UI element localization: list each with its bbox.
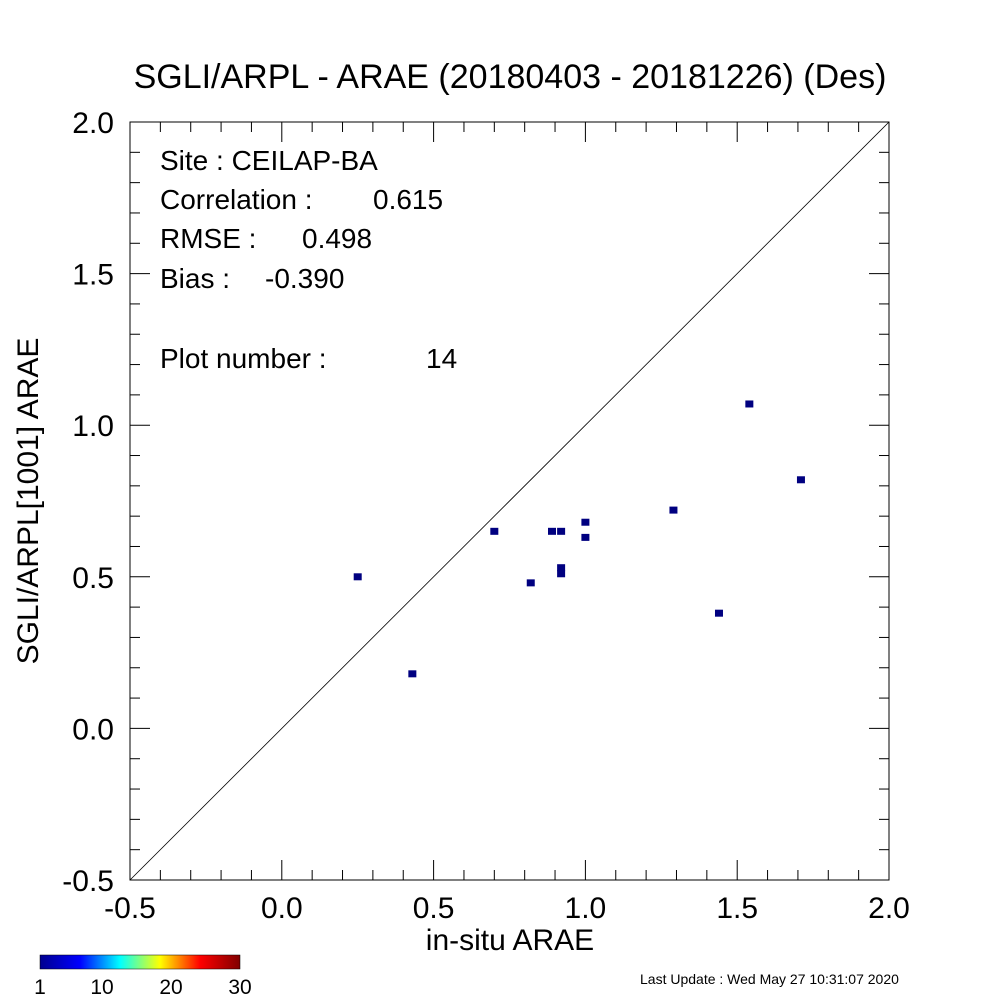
colorbar-tick-label: 20 bbox=[159, 976, 182, 999]
y-tick-label: 1.5 bbox=[72, 259, 114, 292]
x-tick-labels: -0.5 0.0 0.5 1.0 1.5 2.0 bbox=[104, 892, 910, 925]
rmse-label: RMSE : bbox=[160, 223, 256, 254]
minor-ticks bbox=[130, 122, 889, 880]
x-tick-label: 0.5 bbox=[413, 892, 455, 925]
major-ticks bbox=[129, 121, 890, 881]
y-tick-label: -0.5 bbox=[62, 865, 114, 898]
correlation-label: Correlation : bbox=[160, 184, 313, 215]
y-tick-label: 1.0 bbox=[72, 410, 114, 443]
x-tick-label: 2.0 bbox=[868, 892, 910, 925]
data-point bbox=[526, 579, 535, 587]
plot-frame bbox=[129, 121, 890, 881]
site-annotation: Site : CEILAP-BA bbox=[160, 145, 378, 176]
data-point bbox=[353, 573, 362, 581]
data-point bbox=[796, 476, 805, 484]
plot-number-value: 14 bbox=[426, 343, 457, 374]
y-tick-labels: -0.5 0.0 0.5 1.0 1.5 2.0 bbox=[62, 107, 114, 898]
data-point bbox=[745, 400, 754, 408]
bias-label: Bias : bbox=[160, 263, 230, 294]
data-point bbox=[581, 533, 590, 541]
data-point bbox=[557, 527, 566, 535]
data-point bbox=[408, 670, 417, 678]
x-axis-label: in-situ ARAE bbox=[426, 924, 594, 957]
colorbar-tick-label: 30 bbox=[228, 976, 251, 999]
colorbar-tick-label: 1 bbox=[34, 976, 46, 999]
y-axis-label: SGLI/ARPL[1001] ARAE bbox=[12, 338, 45, 665]
data-point bbox=[714, 609, 723, 617]
stats-annotations: Site : CEILAP-BA Correlation : 0.615 RMS… bbox=[160, 145, 457, 374]
chart-title: SGLI/ARPL - ARAE (20180403 - 20181226) (… bbox=[134, 58, 887, 96]
data-point bbox=[548, 527, 557, 535]
x-tick-label: 0.0 bbox=[261, 892, 303, 925]
correlation-value: 0.615 bbox=[373, 184, 443, 215]
colorbar-ticks: 1 10 20 30 bbox=[34, 976, 252, 999]
x-tick-label: 1.0 bbox=[565, 892, 607, 925]
plot-number-label: Plot number : bbox=[160, 343, 327, 374]
data-point bbox=[669, 506, 678, 514]
bias-value: -0.390 bbox=[265, 263, 344, 294]
data-point bbox=[557, 570, 566, 578]
last-update-text: Last Update : Wed May 27 10:31:07 2020 bbox=[640, 971, 899, 987]
colorbar-tick-label: 10 bbox=[90, 976, 113, 999]
data-point bbox=[581, 518, 590, 526]
data-points bbox=[353, 400, 805, 678]
y-tick-label: 0.0 bbox=[72, 713, 114, 746]
x-tick-label: -0.5 bbox=[104, 892, 156, 925]
colorbar bbox=[39, 954, 241, 970]
data-point bbox=[490, 527, 499, 535]
data-point bbox=[557, 564, 566, 572]
one-to-one-line bbox=[129, 121, 890, 881]
y-tick-label: 0.5 bbox=[72, 562, 114, 595]
y-tick-label: 2.0 bbox=[72, 107, 114, 140]
x-tick-label: 1.5 bbox=[716, 892, 758, 925]
rmse-value: 0.498 bbox=[302, 223, 372, 254]
